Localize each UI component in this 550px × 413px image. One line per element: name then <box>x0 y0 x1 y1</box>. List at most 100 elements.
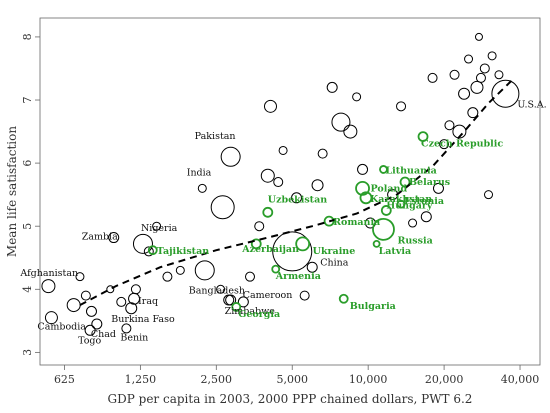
y-tick-label: 7 <box>21 97 34 104</box>
point-zambia <box>108 232 120 244</box>
plot-frame <box>39 17 541 366</box>
x-tick-label: 5,000 <box>276 373 308 386</box>
point-china <box>272 231 313 272</box>
data-point <box>427 72 438 83</box>
x-tick-label: 2,500 <box>201 373 233 386</box>
data-point <box>449 69 460 80</box>
label-hungary: Hungary <box>386 200 433 211</box>
data-point <box>130 284 141 295</box>
point-india <box>210 195 235 220</box>
data-point <box>75 272 85 282</box>
point-bulgaria <box>338 293 349 304</box>
point-afghanistan <box>41 279 56 294</box>
data-point <box>106 285 115 294</box>
point-czech-republic <box>417 131 429 143</box>
data-point <box>273 177 284 188</box>
data-point <box>357 163 369 175</box>
label-china: China <box>320 257 349 268</box>
data-point <box>260 168 275 183</box>
point-iraq <box>128 292 141 305</box>
label-bulgaria: Bulgaria <box>350 301 396 312</box>
y-axis: 3 4 5 6 7 8 <box>21 33 40 356</box>
label-ukraine: Ukraine <box>313 246 356 257</box>
label-benin: Benin <box>120 332 148 343</box>
data-point <box>66 298 81 313</box>
country-points <box>41 79 520 336</box>
label-romania: Romania <box>333 217 380 228</box>
label-u-s-a-: U.S.A. <box>517 100 546 111</box>
data-point <box>352 92 362 102</box>
label-belarus: Belarus <box>409 177 450 188</box>
point-u-s-a- <box>491 79 520 108</box>
y-tick-label: 3 <box>21 349 34 356</box>
y-tick-label: 6 <box>21 160 34 167</box>
data-point <box>331 112 351 132</box>
label-georgia: Georgia <box>238 309 280 320</box>
point-burkina-faso <box>125 302 138 315</box>
data-point <box>116 296 127 307</box>
data-point <box>474 32 483 41</box>
label-uzbekistan: Uzbekistan <box>268 194 327 205</box>
y-tick-label: 8 <box>21 33 34 40</box>
data-point <box>143 246 154 257</box>
label-bangladesh: Bangladesh <box>189 285 245 296</box>
label-czech-republic: Czech Republic <box>421 139 503 150</box>
label-pakistan: Pakistan <box>195 131 236 142</box>
label-burkina-faso: Burkina Faso <box>111 314 175 325</box>
point-latvia <box>372 239 381 248</box>
data-point <box>175 265 185 275</box>
x-tick-label: 1,250 <box>125 373 157 386</box>
x-axis: 625 1,250 2,500 5,000 10,000 20,000 40,000 <box>54 365 539 386</box>
data-point <box>80 290 91 301</box>
data-point <box>85 305 97 317</box>
data-point <box>420 211 432 223</box>
point-azerbaijan <box>250 238 262 250</box>
label-iraq: Iraq <box>138 296 158 307</box>
label-india: India <box>187 167 212 178</box>
label-poland: Poland <box>371 183 408 194</box>
fit-line <box>79 77 516 306</box>
y-tick-label: 5 <box>21 223 34 230</box>
x-tick-label: 10,000 <box>349 373 388 386</box>
point-nigeria <box>132 233 153 254</box>
label-estonia: Estonia <box>404 196 444 207</box>
label-azerbaijan: Azerbaijan <box>241 244 299 255</box>
x-tick-label: 40,000 <box>501 373 540 386</box>
point-bangladesh <box>194 260 215 281</box>
label-tajikistan: Tajikistan <box>157 246 209 257</box>
data-point <box>458 87 471 100</box>
data-point <box>162 271 173 282</box>
data-point <box>432 182 444 194</box>
data-point <box>467 107 479 119</box>
data-point <box>408 218 418 228</box>
data-point <box>244 271 255 282</box>
label-zimbabwe: Zimbabwe <box>225 306 276 317</box>
data-point <box>444 120 455 131</box>
point-russia <box>372 217 395 241</box>
label-cameroon: Cameroon <box>243 290 293 301</box>
point-uzbekistan <box>262 206 274 218</box>
data-point <box>396 101 407 112</box>
data-point <box>306 261 318 273</box>
point-zimbabwe <box>225 294 237 306</box>
y-tick-label: 4 <box>21 286 34 293</box>
x-tick-label: 20,000 <box>425 373 464 386</box>
point-poland <box>355 180 370 196</box>
label-latvia: Latvia <box>379 246 412 257</box>
data-point <box>311 179 324 192</box>
data-point <box>216 284 226 294</box>
data-point <box>464 54 474 64</box>
data-point <box>197 183 207 193</box>
label-armenia: Armenia <box>275 271 321 282</box>
label-russia: Russia <box>397 235 432 246</box>
point-togo <box>84 324 96 336</box>
point-lithuania <box>379 165 388 174</box>
label-togo: Togo <box>78 335 101 346</box>
data-point <box>278 145 288 155</box>
data-point <box>475 72 486 83</box>
data-point <box>343 124 358 139</box>
y-axis-title: Mean life satisfaction <box>5 126 19 257</box>
label-chad: Chad <box>91 329 116 340</box>
point-chad <box>91 318 103 330</box>
